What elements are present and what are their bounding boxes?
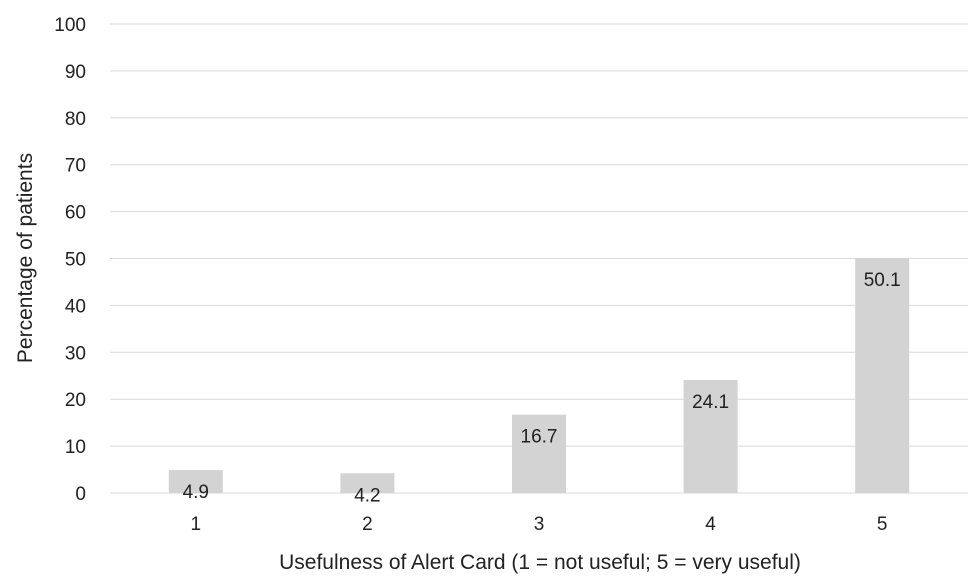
x-tick-label: 4 <box>705 514 716 535</box>
x-tick-label: 1 <box>191 514 202 535</box>
bar-1 <box>168 470 223 493</box>
bar-2 <box>340 473 395 493</box>
y-tick-label: 10 <box>65 437 86 458</box>
bar-3 <box>512 414 566 493</box>
y-tick-label: 0 <box>75 484 86 505</box>
y-tick-label: 70 <box>65 156 86 177</box>
gridlines <box>110 23 968 494</box>
x-axis-title: Usefulness of Alert Card (1 = not useful… <box>279 551 801 574</box>
data-label-2: 4.2 <box>354 485 380 506</box>
y-tick-label: 90 <box>65 62 86 83</box>
data-label-4: 24.1 <box>692 392 729 413</box>
x-tick-label: 3 <box>534 514 545 535</box>
data-label-5: 50.1 <box>864 270 901 291</box>
data-label-3: 16.7 <box>521 427 558 448</box>
x-tick-label: 5 <box>877 514 888 535</box>
y-tick-label: 80 <box>65 109 86 130</box>
y-axis-title: Percentage of patients <box>14 153 37 363</box>
y-tick-label: 50 <box>65 250 86 271</box>
y-axis-ticks: 0 10 20 30 40 50 60 70 80 90 100 <box>54 15 86 505</box>
data-label-1: 4.9 <box>183 482 209 503</box>
bar-4 <box>683 379 738 493</box>
x-tick-label: 2 <box>362 514 373 535</box>
y-tick-label: 30 <box>65 343 86 364</box>
y-tick-label: 100 <box>54 15 86 36</box>
data-labels: 4.9 4.2 16.7 24.1 50.1 <box>183 270 901 506</box>
y-tick-label: 40 <box>65 296 86 317</box>
x-axis-ticks: 1 2 3 4 5 <box>191 514 888 535</box>
bars <box>168 258 910 493</box>
y-tick-label: 20 <box>65 390 86 411</box>
y-tick-label: 60 <box>65 203 86 224</box>
bar-5 <box>855 258 910 493</box>
